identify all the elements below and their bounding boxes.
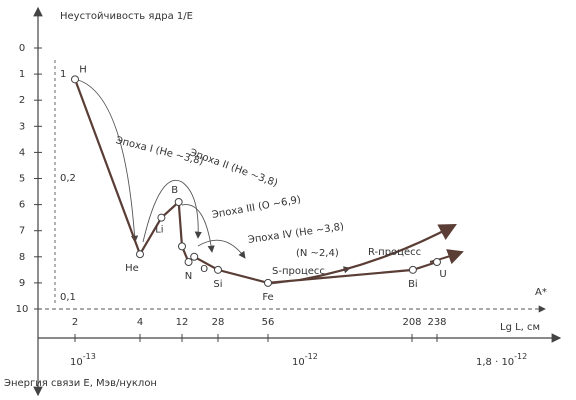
y-tick-label: 9 <box>19 278 25 289</box>
point-label: Si <box>213 279 222 290</box>
data-point <box>178 242 186 251</box>
data-point <box>157 213 166 222</box>
length-tick: 10-13 <box>70 352 96 369</box>
epoch-arc <box>197 239 246 259</box>
exp: -13 <box>83 352 96 361</box>
point-label: N <box>185 271 192 282</box>
point-label: B <box>171 185 178 196</box>
epoch-arc <box>77 79 139 243</box>
base: 1,8 · 10 <box>476 357 514 368</box>
y-tick-label: 3 <box>19 121 25 132</box>
bottom-axis-title: Энергия связи E, Мэв/нуклон <box>4 378 157 389</box>
data-point <box>214 265 222 274</box>
base: 10 <box>70 357 83 368</box>
a-label: A* <box>535 287 547 298</box>
end-arrow <box>429 249 464 265</box>
x-tick-label: 28 <box>212 317 225 328</box>
x-tick-label: 2 <box>72 317 78 328</box>
inverse-tick-label: 1 <box>60 69 66 80</box>
x-axis-title: Lg L, см <box>500 322 540 333</box>
x-tick-label: 12 <box>176 317 189 328</box>
y-tick-label: 4 <box>19 147 25 158</box>
epoch-arc <box>181 204 215 253</box>
data-point <box>264 278 272 287</box>
y-tick-label: 5 <box>19 174 25 185</box>
x-tick-label: 56 <box>262 317 275 328</box>
length-tick: 10-12 <box>292 352 318 369</box>
point-label: H <box>79 64 87 75</box>
inverse-tick-label: 0,1 <box>60 292 76 303</box>
point-label: Bi <box>408 279 418 290</box>
epoch-arc <box>142 179 202 243</box>
annotation: Эпоха III (O ~6,9) <box>211 194 302 220</box>
point-label: O <box>200 264 208 275</box>
inverse-tick-label: 0,2 <box>60 173 76 184</box>
data-point <box>174 197 183 206</box>
exp: -12 <box>514 352 527 361</box>
annotation: Эпоха II (He ~3,8) <box>188 147 279 189</box>
data-point <box>71 75 79 84</box>
data-point <box>190 252 199 261</box>
y-tick-label: 1 <box>19 69 25 80</box>
point-label: U <box>439 269 446 280</box>
length-tick: 1,8 · 10-12 <box>476 352 527 369</box>
point-label: He <box>125 263 139 274</box>
r-arrow <box>299 223 457 282</box>
y-tick-label: 6 <box>19 200 25 211</box>
length-ticks: 10-13 10-12 1,8 · 10-12 <box>70 352 527 369</box>
annotation: (N ~2,4) <box>296 248 339 259</box>
annotation: Эпоха IV (He ~3,8) <box>247 222 344 246</box>
point-label: Fe <box>262 292 273 303</box>
y-tick-label: 10 <box>16 304 29 315</box>
data-point <box>184 258 193 267</box>
base: 10 <box>292 357 305 368</box>
data-point <box>408 265 417 274</box>
exp: -12 <box>305 352 318 361</box>
annotation: S-процесс <box>272 266 325 277</box>
y-tick-label: 2 <box>19 95 25 106</box>
y-axis-title: Неустойчивость ядра 1/E <box>60 11 193 22</box>
x-tick-label: 208 <box>402 317 421 328</box>
y-tick-label: 0 <box>19 43 25 54</box>
annotation: R-процесс <box>368 247 421 258</box>
y-tick-label: 8 <box>19 252 25 263</box>
y-tick-label: 7 <box>19 226 25 237</box>
data-point <box>433 258 441 267</box>
point-label: Li <box>155 225 163 236</box>
data-point <box>136 250 144 259</box>
x-tick-label: 238 <box>427 317 446 328</box>
x-tick-label: 4 <box>137 317 143 328</box>
